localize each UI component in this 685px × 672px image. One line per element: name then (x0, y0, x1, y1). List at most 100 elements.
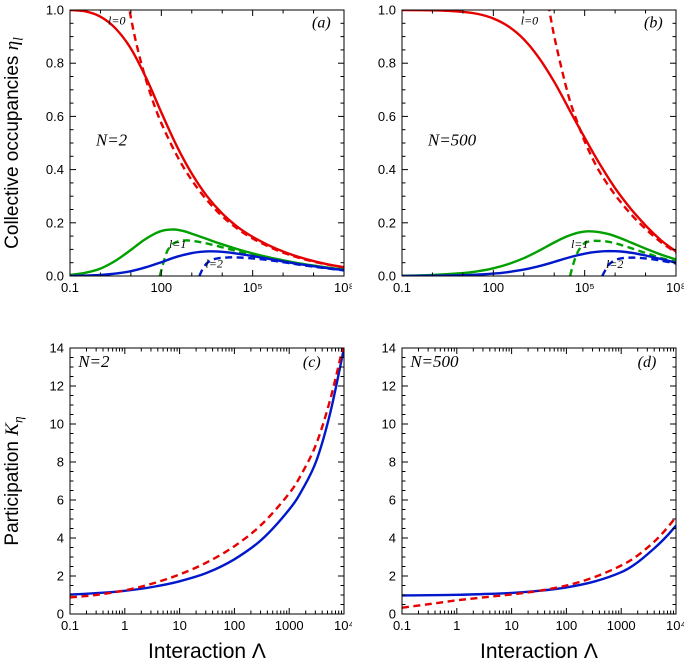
series-eta1-exact (402, 230, 676, 276)
svg-text:4: 4 (57, 531, 64, 546)
svg-text:0.6: 0.6 (46, 109, 64, 124)
annotation-b-l2-label: l=2 (606, 257, 623, 271)
svg-text:4: 4 (389, 531, 396, 546)
y-title-top-symbol: η (2, 40, 23, 51)
svg-text:10⁵: 10⁵ (243, 280, 263, 295)
svg-text:0.8: 0.8 (46, 56, 64, 71)
svg-text:2: 2 (57, 569, 64, 584)
axis-ticks (401, 347, 677, 615)
series-group (70, 348, 344, 599)
svg-text:0.6: 0.6 (378, 109, 396, 124)
series-eta0-approx (128, 10, 344, 269)
axis-ticks (69, 347, 345, 615)
svg-text:1.0: 1.0 (46, 3, 64, 18)
svg-text:6: 6 (57, 493, 64, 508)
series-K-exact (402, 524, 676, 597)
annotation-b-n-label: N=500 (427, 131, 477, 150)
annotations: l=0 N=500 l=1 l=2 (b) (427, 14, 663, 271)
y-title-top-subscript: l (10, 37, 26, 41)
svg-text:10⁵: 10⁵ (575, 280, 595, 295)
tick-labels: 0.1 100 10⁵ 10⁸ 0.0 0.2 0.4 0.6 0.8 1.0 (378, 3, 684, 296)
svg-text:8: 8 (389, 455, 396, 470)
svg-text:10⁴: 10⁴ (666, 618, 684, 633)
annotation-c-panel-label: (c) (303, 354, 321, 371)
svg-text:1: 1 (121, 618, 128, 633)
svg-text:0.0: 0.0 (378, 269, 396, 284)
svg-text:0.0: 0.0 (46, 269, 64, 284)
series-eta2-approx (198, 256, 344, 276)
svg-text:0.8: 0.8 (378, 56, 396, 71)
series-group (70, 10, 344, 276)
svg-text:10: 10 (382, 417, 396, 432)
svg-text:10: 10 (504, 618, 518, 633)
axis-ticks (401, 9, 677, 277)
svg-text:0.1: 0.1 (61, 618, 79, 633)
svg-text:1: 1 (453, 618, 460, 633)
axis-ticks (69, 9, 345, 277)
annotation-a-l0-label: l=0 (108, 14, 125, 28)
y-title-top-text: Collective occupancies (2, 50, 23, 249)
svg-text:1000: 1000 (607, 618, 636, 633)
svg-text:10: 10 (172, 618, 186, 633)
series-K-exact (70, 348, 344, 596)
annotation-b-l0-label: l=0 (521, 14, 538, 28)
svg-text:6: 6 (389, 493, 396, 508)
svg-text:0.1: 0.1 (393, 618, 411, 633)
annotation-a-panel-label: (a) (312, 14, 331, 31)
tick-labels: 0.1 100 10⁵ 10⁸ 0.0 0.2 0.4 0.6 0.8 1.0 (46, 3, 352, 296)
tick-labels: 0.1 1 10 100 1000 10⁴ 0 2 4 6 8 10 12 14 (382, 341, 684, 634)
x-axis-title-left: Interaction Λ (148, 640, 266, 663)
series-K-approx (70, 348, 344, 599)
series-eta2-approx (601, 256, 676, 276)
panel-b-occupancies-n500: 0.1 100 10⁵ 10⁸0.00.20.40.60.81.0l=0N=500l=… (378, 3, 684, 296)
series-eta0-exact (402, 10, 676, 253)
svg-text:100: 100 (150, 280, 172, 295)
svg-text:100: 100 (482, 280, 504, 295)
y-axis-title-collective-occupancies: Collective occupancies ηl (0, 0, 26, 293)
plot-frame (69, 347, 345, 615)
series-K-approx (402, 516, 676, 609)
plot-frame (401, 347, 677, 615)
panel-a-occupancies-n2: 0.1 100 10⁵ 10⁸0.00.20.40.60.81.0l=0N=2l=1l… (46, 3, 352, 296)
svg-text:0.1: 0.1 (61, 280, 79, 295)
svg-text:8: 8 (57, 455, 64, 470)
annotation-b-l1-label: l=1 (571, 237, 588, 251)
annotation-a-n-label: N=2 (95, 131, 128, 150)
svg-text:0: 0 (389, 607, 396, 622)
y-axis-title-participation: Participation Kη (0, 331, 26, 631)
svg-text:100: 100 (224, 618, 246, 633)
svg-text:100: 100 (556, 618, 578, 633)
series-group (402, 516, 676, 609)
x-axis-title-right: Interaction Λ (480, 640, 598, 663)
svg-text:0.1: 0.1 (393, 280, 411, 295)
svg-text:0.4: 0.4 (46, 162, 64, 177)
series-group (402, 10, 676, 276)
svg-text:1000: 1000 (275, 618, 304, 633)
svg-text:2: 2 (389, 569, 396, 584)
svg-text:14: 14 (50, 341, 64, 356)
svg-text:10⁴: 10⁴ (334, 618, 352, 633)
annotation-a-l2-label: l=2 (205, 256, 222, 270)
annotation-c-n-label: N=2 (77, 352, 110, 371)
panel-c-participation-n2: 0.1 1 10 100 1000 10⁴ 0 2 4 6 8 10 12 14 N=2 (c) (50, 341, 352, 634)
annotations: N=2 (c) (77, 352, 320, 371)
annotation-d-panel-label: (d) (638, 354, 657, 371)
svg-text:12: 12 (50, 379, 64, 394)
series-eta2-exact (402, 249, 676, 276)
svg-text:14: 14 (382, 341, 396, 356)
svg-text:0.2: 0.2 (378, 215, 396, 230)
panel-d-participation-n500: 0.1 1 10 100 1000 10⁴ 0 2 4 6 8 10 12 14 N=500 (d) (382, 341, 684, 634)
svg-text:10: 10 (50, 417, 64, 432)
annotation-d-n-label: N=500 (409, 352, 459, 371)
series-eta0-approx (548, 10, 676, 254)
svg-text:12: 12 (382, 379, 396, 394)
series-eta1-approx (568, 239, 676, 276)
svg-text:10⁸: 10⁸ (666, 280, 684, 295)
tick-labels: 0.1 1 10 100 1000 10⁴ 0 2 4 6 8 10 12 14 (50, 341, 352, 634)
y-title-bottom-text: Participation (2, 435, 23, 546)
svg-text:1.0: 1.0 (378, 3, 396, 18)
annotation-b-panel-label: (b) (644, 14, 663, 31)
y-title-bottom-symbol: K (2, 423, 23, 436)
svg-text:0: 0 (57, 607, 64, 622)
